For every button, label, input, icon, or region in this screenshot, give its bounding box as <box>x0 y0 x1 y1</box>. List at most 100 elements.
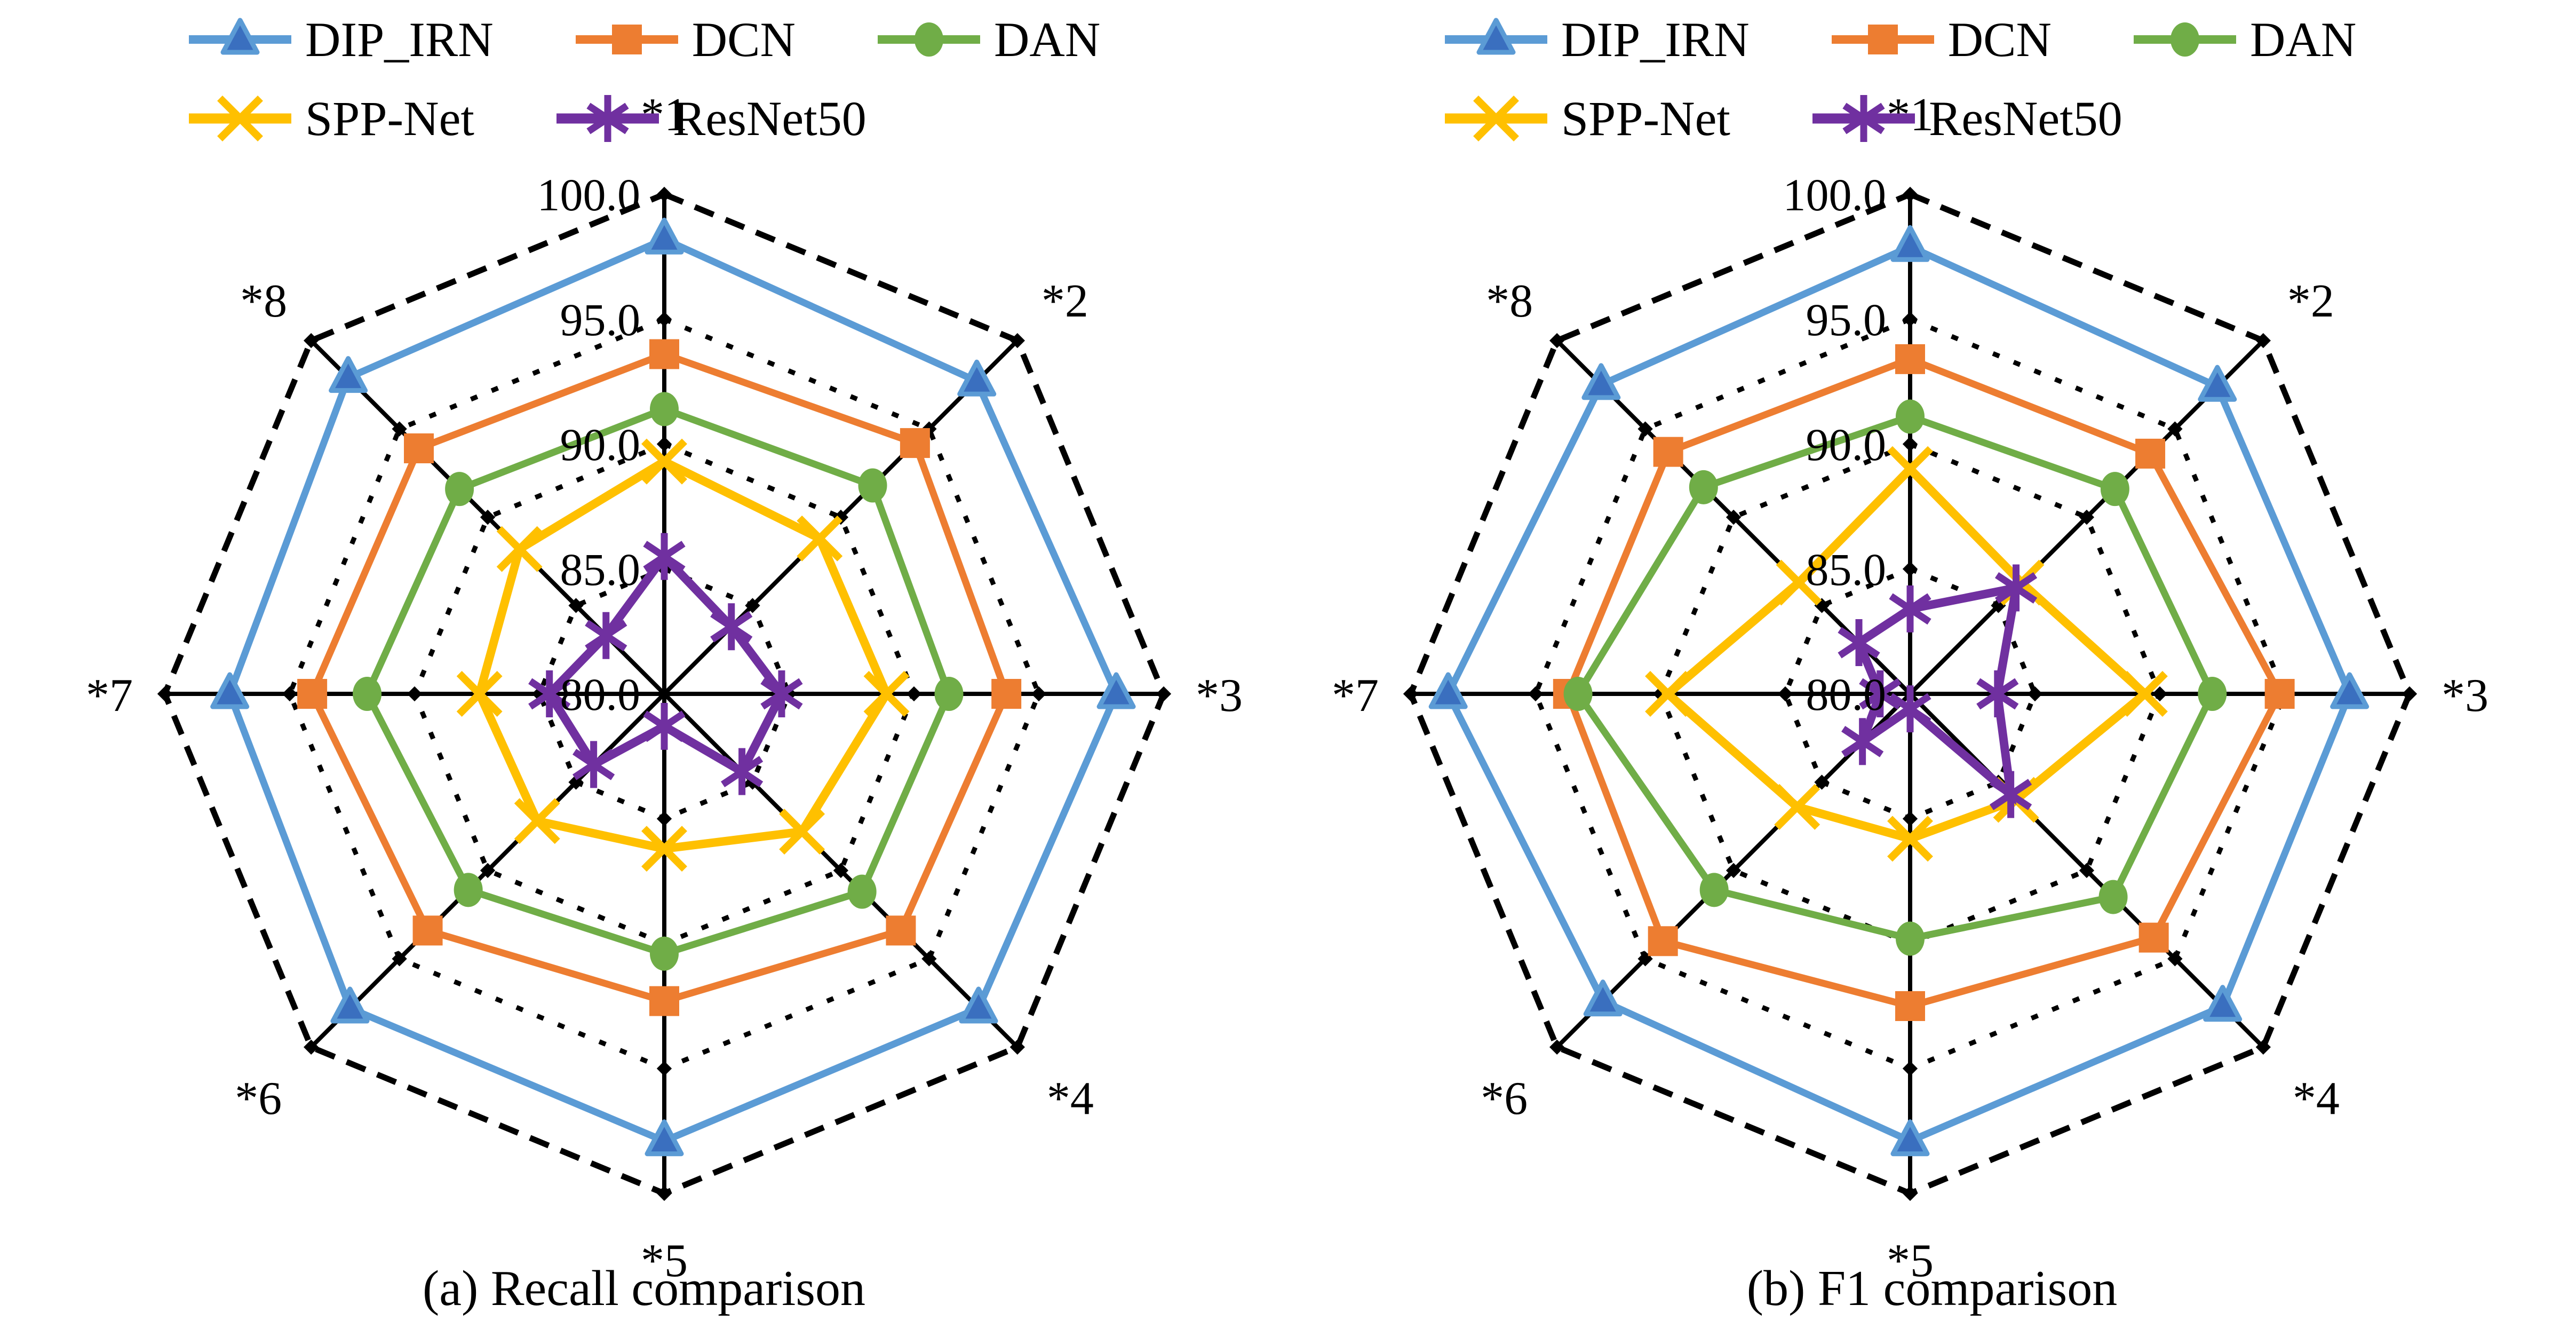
x-marker-icon <box>1645 671 1691 717</box>
asterisk-marker-icon <box>573 741 615 788</box>
square-marker-icon <box>2135 438 2166 469</box>
square-marker-icon <box>611 25 642 54</box>
asterisk-marker-icon <box>1838 619 1880 667</box>
circle-marker-icon <box>2133 22 2236 57</box>
ring-tick <box>2079 863 2095 879</box>
ring-tick <box>1777 686 1793 702</box>
ring-tick <box>656 1061 672 1077</box>
triangle-marker-icon <box>957 359 997 397</box>
legend-item-SPP-Net: SPP-Net <box>1443 86 1730 151</box>
legend-item-DCN: DCN <box>1830 7 2052 72</box>
asterisk-marker-icon <box>528 670 571 717</box>
category-label-2: *2 <box>2287 275 2334 327</box>
ring-tick <box>1902 436 1918 452</box>
triangle-marker-icon <box>1476 18 1516 55</box>
r-axis-label: 100.0 <box>537 169 641 220</box>
ring-tick <box>392 951 407 967</box>
triangle-marker-icon <box>1445 18 1547 55</box>
legend-item-DAN: DAN <box>876 7 1100 72</box>
legend-item-ResNet50: ResNet50 <box>554 86 866 151</box>
circle-marker-icon <box>650 936 679 971</box>
x-marker-icon <box>1887 446 1933 492</box>
legend-label: DAN <box>2249 12 2357 67</box>
ring-tick <box>304 333 319 349</box>
r-axis-label: 90.0 <box>1806 419 1887 470</box>
category-label-8: *8 <box>1486 275 1533 327</box>
legend-label: DAN <box>993 12 1101 67</box>
ring-tick <box>157 686 173 702</box>
category-label-4: *4 <box>1047 1073 1094 1125</box>
circle-marker-icon <box>353 677 382 711</box>
triangle-marker-icon <box>1428 672 1468 709</box>
category-label-6: *6 <box>1481 1073 1528 1125</box>
triangle-marker-icon <box>1890 225 1930 262</box>
ring-tick <box>1902 561 1918 577</box>
circle-marker-icon <box>2170 22 2199 57</box>
square-marker-icon <box>1648 926 1678 956</box>
ring-tick <box>1902 811 1918 827</box>
r-axis-label: 95.0 <box>1806 294 1887 345</box>
square-marker-icon <box>649 986 679 1016</box>
circle-marker-icon <box>877 22 980 57</box>
legend-label: DCN <box>691 12 796 67</box>
ring-tick <box>407 686 423 702</box>
square-marker-icon <box>1895 344 1925 374</box>
square-marker-icon <box>412 915 443 946</box>
ring-tick <box>2079 509 2095 525</box>
square-marker-icon <box>404 433 434 464</box>
x-marker-icon <box>641 438 687 485</box>
ring-tick <box>745 598 760 613</box>
square-marker-icon <box>649 339 679 369</box>
asterisk-marker-icon <box>760 670 803 717</box>
ring-tick <box>656 436 672 452</box>
ring-tick <box>1726 863 1742 879</box>
r-axis-label: 85.0 <box>1806 544 1887 595</box>
legend-label: SPP-Net <box>1561 91 1730 146</box>
triangle-marker-icon <box>2198 365 2237 402</box>
ring-tick <box>833 863 849 879</box>
r-axis-label: 85.0 <box>560 544 641 595</box>
x-marker-icon <box>496 526 543 572</box>
legend-item-DIP_IRN: DIP_IRN <box>1443 7 1750 72</box>
r-axis-label: 95.0 <box>560 294 641 345</box>
triangle-marker-icon <box>1890 1119 1930 1157</box>
legend-item-DIP_IRN: DIP_IRN <box>187 7 494 72</box>
ring-tick <box>656 811 672 827</box>
ring-tick <box>1156 686 1172 702</box>
f1-caption: (b) F1 comparison <box>1746 1261 2118 1316</box>
circle-marker-icon <box>2098 880 2128 914</box>
triangle-marker-icon <box>2330 672 2370 709</box>
circle-marker-icon <box>2100 472 2129 507</box>
ring-tick <box>304 1039 319 1055</box>
x-marker-icon <box>1887 816 1933 862</box>
square-marker-icon <box>991 679 1022 709</box>
recall-legend: DIP_IRN DCN DAN SPP-Net ResNet50 <box>187 7 1100 151</box>
triangle-marker-icon <box>330 986 370 1024</box>
circle-marker-icon <box>1563 677 1593 711</box>
recall-caption: (a) Recall comparison <box>423 1261 865 1316</box>
category-label-3: *3 <box>1196 670 1243 722</box>
asterisk-marker-icon <box>1976 670 2019 717</box>
category-label-2: *2 <box>1041 275 1088 327</box>
ring-tick <box>1902 186 1918 202</box>
x-marker-icon <box>641 826 687 872</box>
x-marker-icon <box>514 798 560 844</box>
ring-tick <box>2255 1039 2271 1055</box>
asterisk-marker-icon <box>710 603 753 651</box>
asterisk-marker-icon <box>643 533 686 580</box>
legend-item-SPP-Net: SPP-Net <box>187 86 474 151</box>
square-marker-icon <box>1867 25 1898 54</box>
asterisk-marker-icon <box>1990 771 2032 818</box>
legend-label: DCN <box>1947 12 2052 67</box>
r-axis-label: 80.0 <box>1806 669 1887 720</box>
square-marker-icon <box>575 25 678 54</box>
legend-item-ResNet50: ResNet50 <box>1810 86 2122 151</box>
ring-tick <box>480 863 496 879</box>
f1-legend: DIP_IRN DCN DAN SPP-Net ResNet50 <box>1443 7 2356 151</box>
series-line-SPP-Net <box>475 456 892 853</box>
legend-label: ResNet50 <box>672 91 866 146</box>
triangle-marker-icon <box>1096 672 1136 709</box>
x-marker-icon <box>779 809 825 855</box>
circle-marker-icon <box>847 874 877 909</box>
